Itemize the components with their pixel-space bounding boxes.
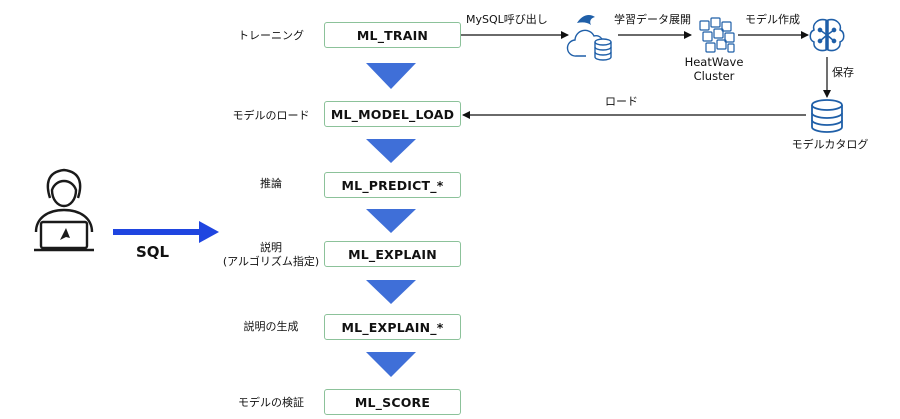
heatwave-label-line2: Cluster: [693, 69, 735, 83]
step-label-train: トレーニング: [238, 29, 304, 42]
heatwave-label-line1: HeatWave: [684, 55, 744, 69]
step-box-ml-score: ML_SCORE: [324, 389, 461, 415]
sql-label: SQL: [136, 243, 170, 261]
down-arrow-1: [366, 63, 416, 89]
model-catalog-label: モデルカタログ: [791, 138, 869, 151]
heatwave-cluster-label: HeatWave Cluster: [682, 55, 746, 83]
step-box-ml-explain-star: ML_EXPLAIN_*: [324, 314, 461, 340]
step-label-score: モデルの検証: [238, 396, 304, 409]
step-box-ml-predict: ML_PREDICT_*: [324, 172, 461, 198]
step-label-explain-line2: (アルゴリズム指定): [222, 255, 320, 268]
flow-label-load: ロード: [605, 95, 638, 108]
step-label-explain-line1: 説明: [260, 241, 282, 254]
flow-label-create-model: モデル作成: [745, 13, 800, 26]
user-laptop-icon: [34, 168, 94, 252]
down-arrow-2: [366, 139, 416, 163]
down-arrow-4: [366, 280, 416, 304]
step-box-ml-explain: ML_EXPLAIN: [324, 241, 461, 267]
flow-label-mysql-call: MySQL呼び出し: [466, 13, 548, 26]
step-label-predict: 推論: [260, 177, 282, 190]
step-label-explain: 説明 (アルゴリズム指定): [216, 241, 326, 269]
cluster-icon: [699, 17, 735, 53]
step-box-ml-train: ML_TRAIN: [324, 22, 461, 48]
flow-label-deploy-data: 学習データ展開: [614, 13, 691, 26]
sql-arrow: [113, 221, 219, 243]
ai-brain-icon: [809, 18, 845, 52]
step-box-ml-model-load: ML_MODEL_LOAD: [324, 101, 461, 127]
down-arrow-5: [366, 352, 416, 377]
database-icon: [811, 99, 843, 133]
cloud-database-icon: [566, 15, 612, 61]
down-arrow-3: [366, 209, 416, 233]
flow-label-save: 保存: [832, 66, 854, 79]
step-label-model-load: モデルのロード: [232, 109, 310, 122]
step-label-explain-generate: 説明の生成: [243, 320, 299, 333]
